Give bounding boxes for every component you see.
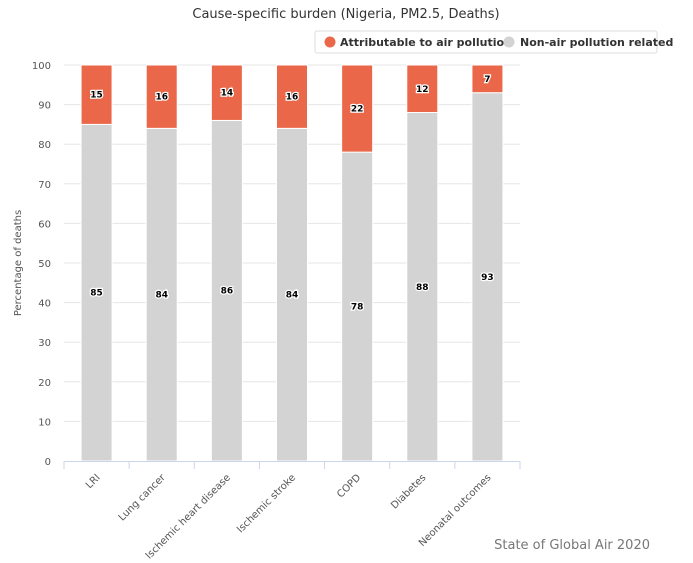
category-label: Neonatal outcomes (417, 472, 494, 549)
source-credit: State of Global Air 2020 (494, 538, 650, 553)
data-label: 16 (155, 93, 168, 103)
data-label: 14 (221, 89, 234, 99)
bar-air-pollution[interactable] (341, 64, 374, 153)
bar-air-pollution[interactable] (210, 64, 243, 121)
bar-non-air-pollution[interactable] (210, 119, 243, 462)
y-axis-label: Percentage of deaths (13, 210, 24, 316)
legend-item-label[interactable]: Attributable to air pollution (340, 36, 512, 49)
category-label: Lung cancer (117, 472, 169, 524)
data-label: 78 (351, 303, 364, 313)
legend-item-label[interactable]: Non-air pollution related (520, 36, 673, 49)
bar-non-air-pollution[interactable] (276, 127, 308, 462)
y-tick-label: 100 (32, 61, 51, 72)
y-tick-label: 90 (38, 101, 51, 112)
data-label: 93 (481, 273, 494, 283)
legend: Attributable to air pollution Non-air pol… (314, 30, 673, 54)
bar-non-air-pollution[interactable] (471, 92, 504, 462)
bar-air-pollution[interactable] (276, 64, 308, 129)
bar-air-pollution[interactable] (406, 64, 439, 114)
bar-air-pollution[interactable] (471, 64, 504, 94)
data-label: 85 (90, 289, 103, 299)
bar-air-pollution[interactable] (80, 64, 113, 125)
data-labels: 85 15 84 16 86 14 84 16 78 22 88 12 93 7 (89, 74, 495, 314)
data-label: 15 (90, 91, 103, 101)
legend-marker (324, 36, 336, 48)
y-tick-label: 70 (38, 180, 51, 191)
data-label: 88 (416, 283, 429, 293)
y-tick-label: 20 (38, 378, 51, 389)
bar-non-air-pollution[interactable] (145, 127, 178, 462)
category-label: Diabetes (389, 472, 428, 511)
category-label: LRI (84, 472, 103, 491)
data-label: 16 (286, 93, 299, 103)
data-label: 7 (484, 75, 490, 85)
bar-non-air-pollution[interactable] (80, 123, 113, 462)
legend-marker (503, 36, 515, 48)
data-label: 12 (416, 85, 429, 95)
bars (80, 64, 504, 462)
data-label: 86 (221, 287, 234, 297)
category-label: Ischemic stroke (235, 472, 298, 535)
y-tick-label: 60 (38, 219, 51, 230)
y-tick-label: 50 (38, 259, 51, 270)
x-axis (63, 461, 521, 469)
y-axis-ticks: 0 10 20 30 40 50 60 70 80 90 100 (32, 61, 51, 468)
bar-non-air-pollution[interactable] (341, 151, 374, 462)
y-tick-label: 80 (38, 140, 51, 151)
chart-title: Cause-specific burden (Nigeria, PM2.5, D… (192, 7, 499, 22)
category-label: COPD (335, 472, 363, 500)
y-tick-label: 40 (38, 299, 51, 310)
y-tick-label: 30 (38, 338, 51, 349)
y-tick-label: 0 (45, 457, 51, 468)
legend-box (314, 30, 658, 54)
data-label: 84 (155, 291, 168, 301)
data-label: 22 (351, 105, 364, 115)
y-tick-label: 10 (38, 417, 51, 428)
data-label: 84 (286, 291, 299, 301)
bar-air-pollution[interactable] (145, 64, 178, 129)
